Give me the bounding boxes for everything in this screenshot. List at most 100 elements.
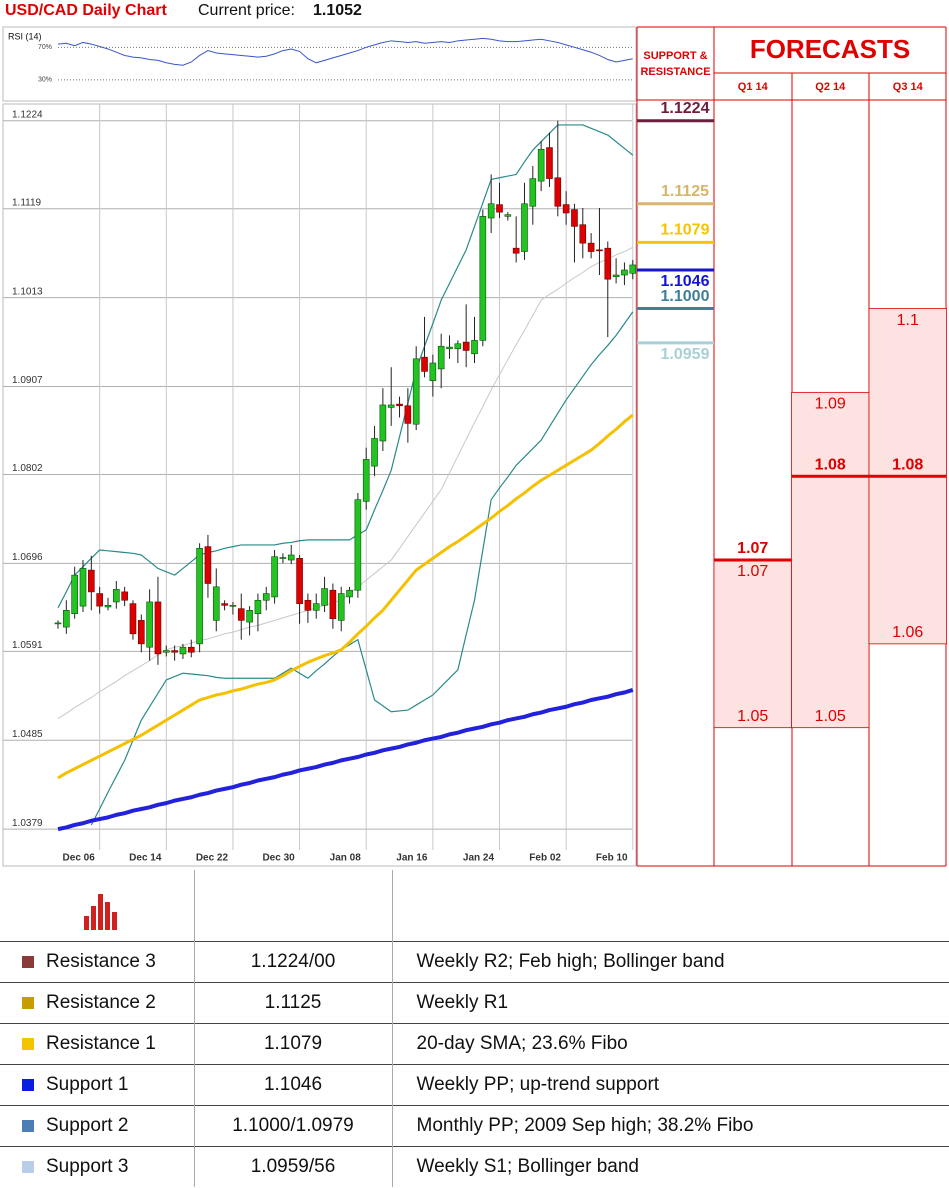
table-row: Resistance 1 1.1079 20-day SMA; 23.6% Fibo: [0, 1023, 949, 1065]
rsi-tick-label: 30%: [38, 77, 52, 84]
swatch: [22, 1120, 34, 1132]
forecast-median-label: 1.07: [737, 540, 768, 557]
candle-body: [579, 224, 587, 244]
candle-body: [479, 216, 487, 341]
candle-body: [454, 343, 462, 350]
level-cell: Resistance 2: [0, 982, 194, 1024]
y-tick-label: 1.1224: [12, 109, 43, 120]
candle-body: [529, 178, 537, 207]
level-name: Support 1: [46, 1074, 129, 1095]
x-tick-label: Jan 16: [396, 853, 428, 864]
table-header: [0, 870, 949, 942]
candle-body: [329, 589, 337, 620]
level-description: 20-day SMA; 23.6% Fibo: [391, 1023, 949, 1065]
candle-body: [471, 340, 478, 355]
candle-body: [63, 610, 70, 628]
forecast-quarter: Q3 14: [893, 81, 924, 93]
x-tick-label: Dec 06: [63, 853, 96, 864]
candle-body: [371, 438, 378, 467]
price-label: Current price:: [198, 2, 295, 19]
candle-body: [362, 459, 370, 502]
level-description: Weekly R2; Feb high; Bollinger band: [391, 941, 949, 983]
candle-body: [271, 556, 278, 598]
y-tick-label: 1.0907: [12, 375, 43, 386]
forecast-quarter: Q2 14: [815, 81, 846, 93]
forecast-quarter: Q1 14: [738, 81, 769, 93]
level-label: 1.1000: [661, 288, 710, 305]
level-description: Monthly PP; 2009 Sep high; 38.2% Fibo: [391, 1105, 949, 1147]
forecast-low-label: 1.05: [815, 708, 846, 725]
level-cell: Resistance 3: [0, 941, 194, 983]
table-row: Support 1 1.1046 Weekly PP; up-trend suppo…: [0, 1064, 949, 1106]
level-value: 1.1224/00: [193, 941, 392, 983]
x-tick-label: Jan 08: [330, 853, 362, 864]
candle-body: [521, 203, 528, 252]
level-cell: Resistance 1: [0, 1023, 194, 1065]
chart-title: USD/CAD Daily Chart: [5, 2, 167, 19]
y-tick-label: 1.0696: [12, 552, 43, 563]
candle-body: [562, 204, 570, 214]
candle-body: [629, 264, 637, 274]
chart: USD/CAD Daily Chart Current price: 1.105…: [2, 2, 947, 867]
level-name: Support 3: [46, 1156, 129, 1177]
candle-body: [196, 547, 203, 645]
candle-body: [204, 546, 212, 584]
candle-body: [437, 345, 445, 370]
level-name: Resistance 1: [46, 1033, 156, 1054]
swatch: [22, 1079, 34, 1091]
candle-body: [304, 599, 312, 611]
candle-body: [537, 148, 545, 182]
indicator-line: [90, 311, 634, 826]
indicator-line: [57, 413, 634, 780]
forecast-high-label: 1.09: [815, 396, 846, 413]
candle-body: [421, 356, 428, 372]
level-value: 1.1046: [193, 1064, 392, 1106]
candle-body: [162, 650, 170, 653]
forecast-high-label: 1.1: [897, 312, 919, 329]
forecast-median-label: 1.08: [892, 456, 923, 473]
level-description: Weekly S1; Bollinger band: [391, 1146, 949, 1187]
level-label: 1.1125: [661, 183, 709, 200]
level-label: 1.1079: [661, 222, 710, 239]
level-label: 1.1224: [661, 100, 710, 117]
swatch: [22, 956, 34, 968]
table-row: Support 2 1.1000/1.0979 Monthly PP; 2009 S…: [0, 1105, 949, 1147]
candle-body: [229, 604, 237, 607]
levels-table: Resistance 3 1.1224/00 Weekly R2; Feb high…: [0, 870, 949, 1187]
x-tick-label: Dec 22: [196, 853, 229, 864]
x-tick-label: Dec 14: [129, 853, 162, 864]
candle-body: [504, 214, 512, 217]
level-name: Resistance 3: [46, 951, 156, 972]
candle-body: [612, 274, 620, 277]
candle-body: [138, 620, 145, 645]
level-value: 1.0959/56: [193, 1146, 392, 1187]
candle-body: [621, 269, 628, 276]
candle-body: [387, 404, 395, 408]
header-cell: [391, 870, 949, 942]
candle-body: [296, 558, 303, 604]
levels-title: SUPPORT & RESISTANCE: [640, 50, 711, 78]
candle-body: [396, 403, 403, 407]
bar-icon: [84, 893, 117, 930]
x-tick-label: Feb 10: [596, 853, 628, 864]
candle-body: [496, 204, 503, 213]
y-tick-label: 1.0802: [12, 463, 43, 474]
candle-body: [237, 608, 245, 621]
level-name: Support 2: [46, 1115, 129, 1136]
forecast-median-label: 1.08: [815, 456, 846, 473]
candle-body: [487, 203, 495, 219]
candle-body: [312, 603, 320, 611]
candle-body: [512, 247, 520, 254]
candle-body: [462, 341, 470, 351]
swatch: [22, 997, 34, 1009]
y-tick-label: 1.1119: [12, 197, 42, 208]
candle-body: [154, 601, 162, 655]
forecast-range: [713, 559, 792, 729]
forecast-high-label: 1.07: [737, 563, 768, 580]
y-tick-label: 1.0485: [12, 729, 43, 740]
candle-body: [129, 603, 137, 635]
indicator-line: [57, 246, 633, 719]
level-cell: Support 3: [0, 1146, 194, 1187]
candle-body: [546, 147, 553, 179]
